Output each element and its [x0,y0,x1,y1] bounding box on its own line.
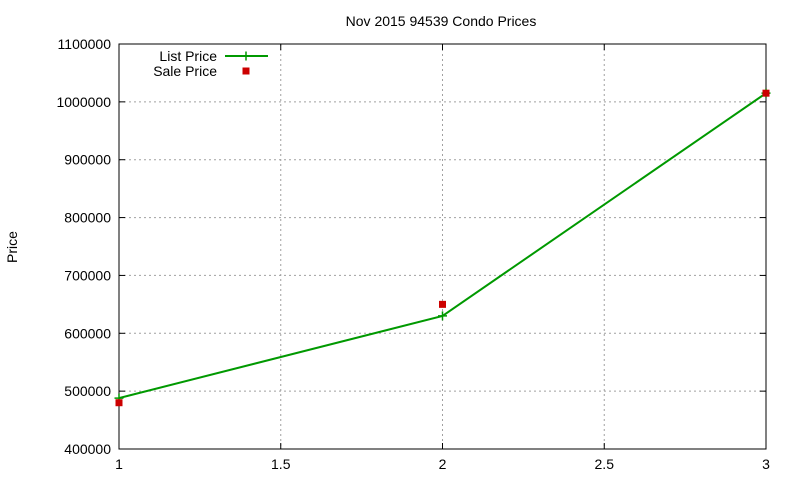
x-tick-label: 1 [115,456,123,472]
y-axis-label: Price [4,231,20,263]
y-tick-label: 900000 [64,152,111,168]
y-tick-label: 800000 [64,210,111,226]
y-tick-label: 1100000 [58,36,112,52]
legend-label-list-price: List Price [159,48,217,64]
x-tick-label: 2 [439,456,447,472]
y-tick-label: 400000 [64,441,111,457]
legend-marker-list-price [241,51,251,61]
legend-label-sale-price: Sale Price [153,63,217,79]
x-tick-label: 1.5 [271,456,291,472]
legend: List Price Sale Price [153,48,268,79]
y-tick-label: 600000 [64,325,111,341]
legend-marker-sale-price [242,67,250,75]
data-point-sale-price [115,399,123,407]
y-tick-label: 500000 [64,383,111,399]
data-point-sale-price [439,300,446,308]
chart-title: Nov 2015 94539 Condo Prices [346,13,537,29]
data-point-list-price [438,311,447,321]
legend-entry-sale-price: Sale Price [153,63,250,79]
x-tick-label: 3 [762,456,770,472]
legend-entry-list-price: List Price [159,48,268,64]
data-point-sale-price [762,89,770,97]
y-tick-label: 700000 [64,267,111,283]
y-tick-label: 1000000 [56,94,111,110]
grid-lines [119,44,766,449]
series-layer [114,88,771,407]
x-tick-label: 2.5 [595,456,615,472]
axis-ticks: 400000 500000 600000 700000 800000 900000 1000… [56,36,770,472]
